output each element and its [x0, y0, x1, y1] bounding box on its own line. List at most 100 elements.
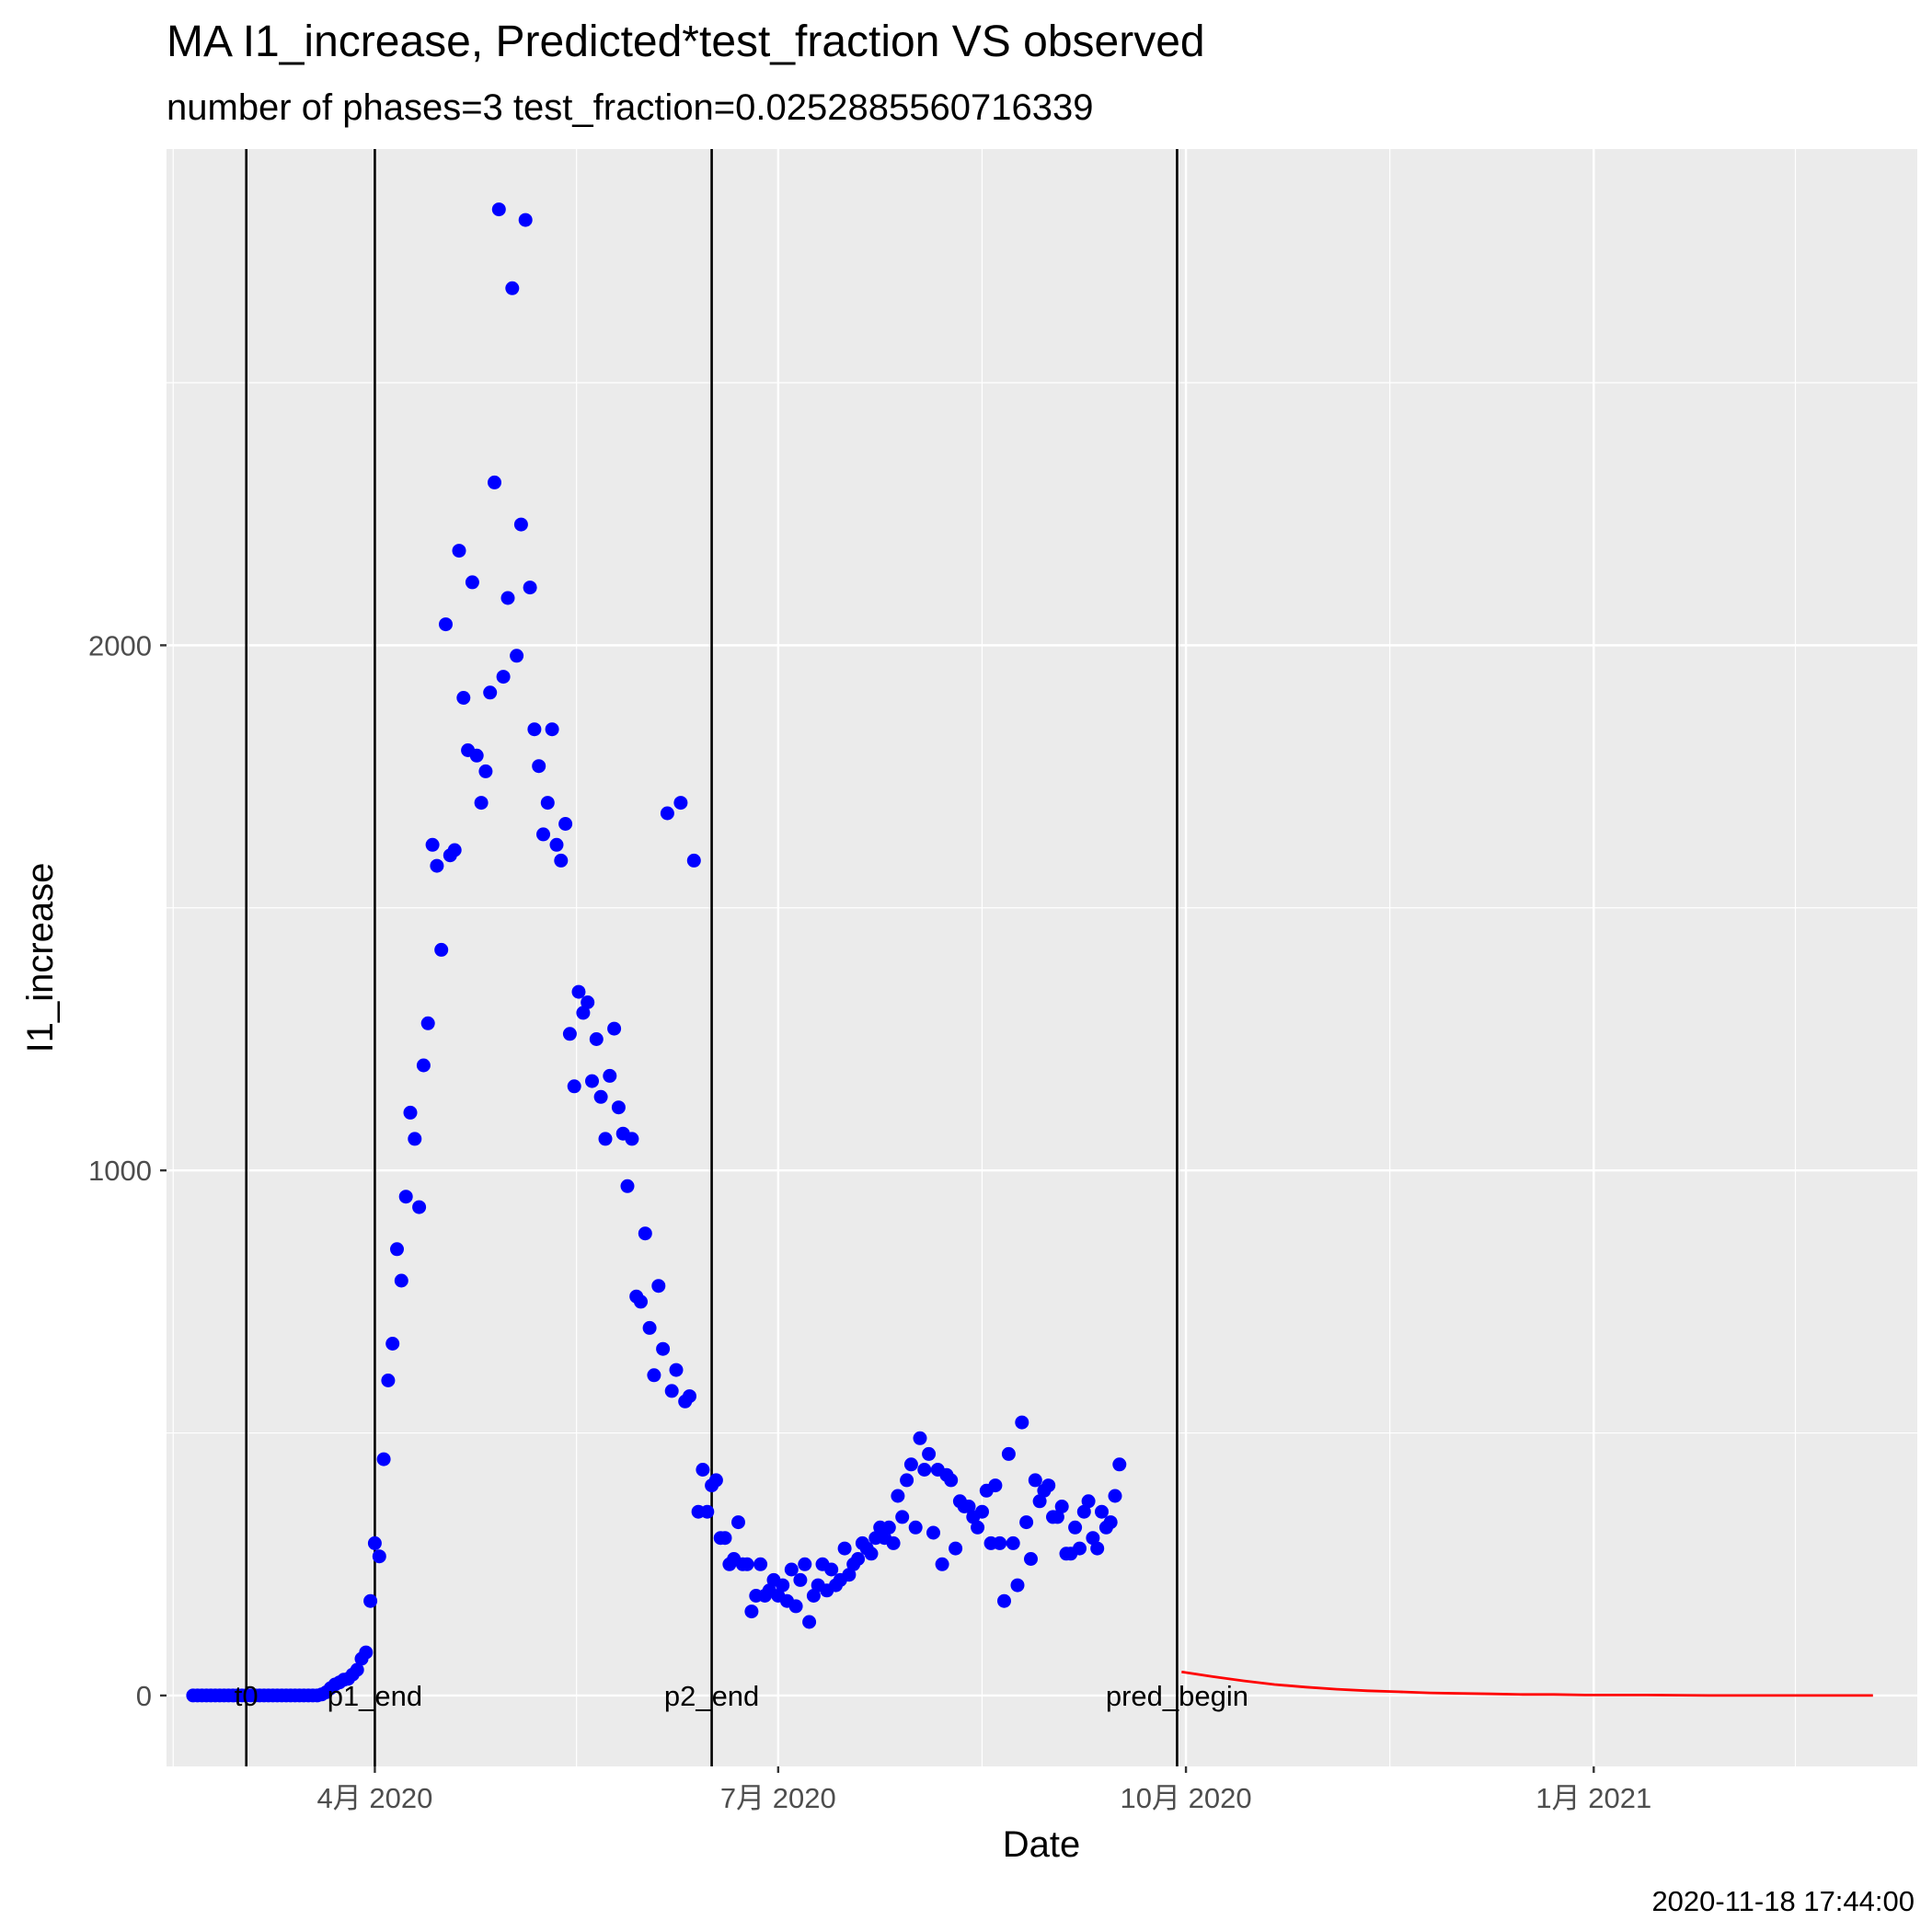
observed-point	[510, 649, 524, 663]
plot-panel	[167, 149, 1917, 1766]
observed-point	[718, 1531, 732, 1546]
observed-point	[949, 1541, 963, 1556]
observed-point	[1032, 1494, 1047, 1509]
phase-label-pred_begin: pred_begin	[1106, 1680, 1248, 1712]
observed-point	[545, 722, 559, 737]
observed-point	[975, 1504, 989, 1519]
observed-point	[700, 1504, 715, 1519]
predicted-line	[1181, 1670, 1873, 1697]
observed-point	[647, 1368, 661, 1383]
chart-subtitle: number of phases=3 test_fraction=0.02528…	[167, 87, 1093, 128]
observed-point	[412, 1200, 427, 1214]
observed-point	[935, 1557, 949, 1571]
observed-point	[1090, 1541, 1105, 1556]
observed-point	[1019, 1515, 1034, 1530]
observed-point	[686, 853, 701, 868]
observed-point	[1095, 1504, 1109, 1519]
observed-point	[1112, 1457, 1127, 1472]
observed-point	[420, 1016, 435, 1030]
x-tick-label: 10月 2020	[1121, 1782, 1252, 1814]
observed-point	[864, 1547, 879, 1561]
observed-point	[536, 827, 550, 842]
y-axis-title: I1_increase	[20, 863, 61, 1053]
observed-point	[390, 1242, 404, 1257]
observed-point	[926, 1525, 940, 1540]
observed-point	[518, 213, 533, 227]
observed-point	[1081, 1494, 1096, 1509]
observed-point	[788, 1599, 803, 1614]
observed-point	[634, 1294, 648, 1309]
observed-point	[1006, 1535, 1020, 1550]
observed-point	[398, 1190, 413, 1204]
observed-point	[456, 691, 471, 705]
observed-point	[527, 722, 542, 737]
observed-point	[403, 1105, 418, 1120]
observed-point	[1054, 1500, 1069, 1513]
observed-point	[731, 1515, 745, 1530]
observed-point	[567, 1079, 581, 1094]
x-tick-label: 1月 2021	[1535, 1782, 1651, 1814]
observed-point	[971, 1520, 985, 1535]
observed-point	[997, 1593, 1011, 1608]
observed-point	[642, 1320, 657, 1335]
observed-point	[664, 1384, 679, 1398]
observed-point	[607, 1021, 622, 1036]
observed-point	[581, 995, 595, 1009]
observed-point	[696, 1463, 710, 1477]
observed-point	[891, 1489, 905, 1503]
observed-point	[478, 764, 493, 778]
observed-point	[523, 581, 537, 595]
x-tick-label: 7月 2020	[720, 1782, 836, 1814]
observed-point	[961, 1500, 976, 1513]
data-series: t0 p1_end p2_end pred_begin	[186, 202, 1873, 1712]
chart-title: MA I1_increase, Predicted*test_fraction …	[167, 17, 1205, 66]
observed-point	[917, 1463, 932, 1477]
observed-point	[881, 1520, 896, 1535]
observed-point	[513, 517, 528, 532]
observed-point	[505, 281, 520, 295]
observed-point	[908, 1520, 923, 1535]
observed-point	[1103, 1515, 1118, 1530]
observed-point	[532, 759, 546, 774]
observed-point	[638, 1226, 652, 1241]
observed-point	[824, 1562, 839, 1577]
observed-point	[549, 837, 564, 852]
observed-point	[558, 817, 573, 831]
observed-point	[571, 984, 586, 999]
observed-point	[367, 1535, 382, 1550]
observed-point	[651, 1279, 666, 1294]
observed-point	[359, 1645, 374, 1660]
observed-point	[683, 1389, 696, 1404]
observed-point	[922, 1446, 937, 1461]
phase-lines	[245, 149, 1179, 1766]
observed-point	[439, 617, 453, 632]
observed-point	[673, 796, 688, 811]
observed-point	[776, 1578, 790, 1593]
observed-point	[452, 544, 466, 558]
observed-point	[554, 853, 569, 868]
observed-point	[372, 1549, 386, 1564]
observed-point	[1073, 1541, 1087, 1556]
observed-point	[1001, 1446, 1016, 1461]
observed-point	[1010, 1578, 1025, 1593]
observed-point	[944, 1473, 959, 1488]
observed-point	[1028, 1473, 1042, 1488]
observed-point	[488, 475, 501, 489]
observed-point	[740, 1557, 754, 1571]
observed-point	[430, 858, 444, 873]
observed-point	[886, 1535, 901, 1550]
observed-point	[1108, 1489, 1122, 1503]
y-axis-ticks: 0 1000 2000	[88, 629, 167, 1712]
observed-point	[798, 1557, 812, 1571]
observed-point	[483, 685, 498, 700]
observed-point	[1015, 1415, 1029, 1430]
y-tick-label: 2000	[88, 629, 152, 661]
observed-point	[576, 1006, 591, 1020]
observed-point	[1086, 1531, 1100, 1546]
x-axis-title: Date	[1003, 1824, 1081, 1865]
observed-point	[900, 1473, 914, 1488]
observed-point	[603, 1068, 617, 1083]
observed-point	[784, 1562, 799, 1577]
observed-point	[611, 1100, 626, 1115]
